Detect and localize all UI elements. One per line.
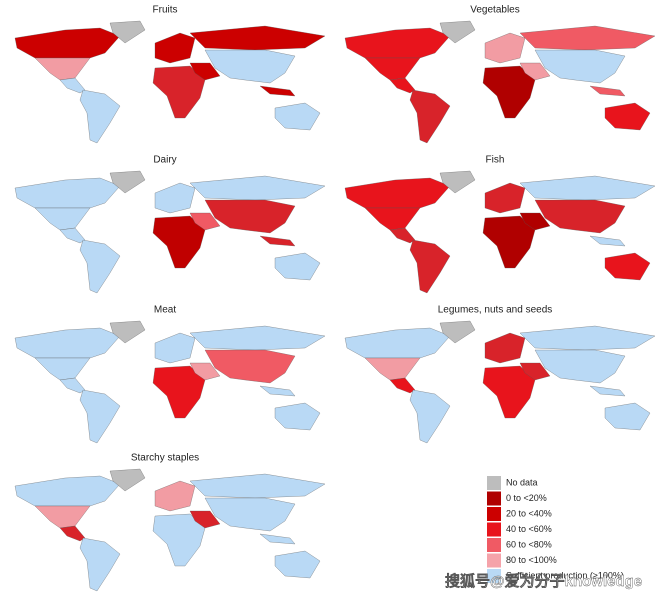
map-legumes: Legumes, nuts and seeds (344, 305, 656, 444)
map-fruits: Fruits (14, 5, 326, 144)
legend-swatch (487, 522, 501, 537)
map-dairy: Dairy (14, 155, 326, 294)
world-map (344, 20, 656, 144)
world-map (14, 320, 326, 444)
world-map (14, 170, 326, 294)
legend-label: 80 to <100% (506, 555, 557, 565)
panel-title: Legumes, nuts and seeds (438, 305, 553, 316)
panel-title: Fish (486, 155, 505, 166)
map-vegetables: Vegetables (344, 5, 656, 144)
legend-label: 40 to <60% (506, 524, 552, 534)
legend-label: 20 to <40% (506, 508, 552, 518)
panel-title: Fruits (153, 5, 178, 16)
legend-label: 60 to <80% (506, 539, 552, 549)
map-meat: Meat (14, 305, 326, 444)
legend-swatch (487, 553, 501, 568)
world-map (14, 468, 326, 592)
world-map (14, 20, 326, 144)
legend-swatch (487, 507, 501, 521)
panel-title: Meat (154, 305, 176, 316)
legend-label: Sufficient production (≥100%) (506, 570, 624, 580)
panel-title: Dairy (153, 155, 176, 166)
legend-label: 0 to <20% (506, 493, 547, 503)
world-map (344, 320, 656, 444)
map-fish: Fish (344, 155, 656, 294)
watermark: 搜狐号@爱为分子knowledge (445, 572, 642, 590)
legend-swatch (487, 491, 501, 506)
legend-label: No data (506, 477, 538, 487)
panel-title: Vegetables (470, 5, 520, 16)
panel-title: Starchy staples (131, 453, 199, 464)
world-map (344, 170, 656, 294)
legend-swatch (487, 569, 501, 583)
legend-swatch (487, 538, 501, 552)
legend: No data 0 to <20% 20 to <40% 40 to <60% 60 t… (487, 476, 624, 583)
legend-swatch (487, 476, 501, 490)
map-starchy: Starchy staples (14, 453, 326, 592)
